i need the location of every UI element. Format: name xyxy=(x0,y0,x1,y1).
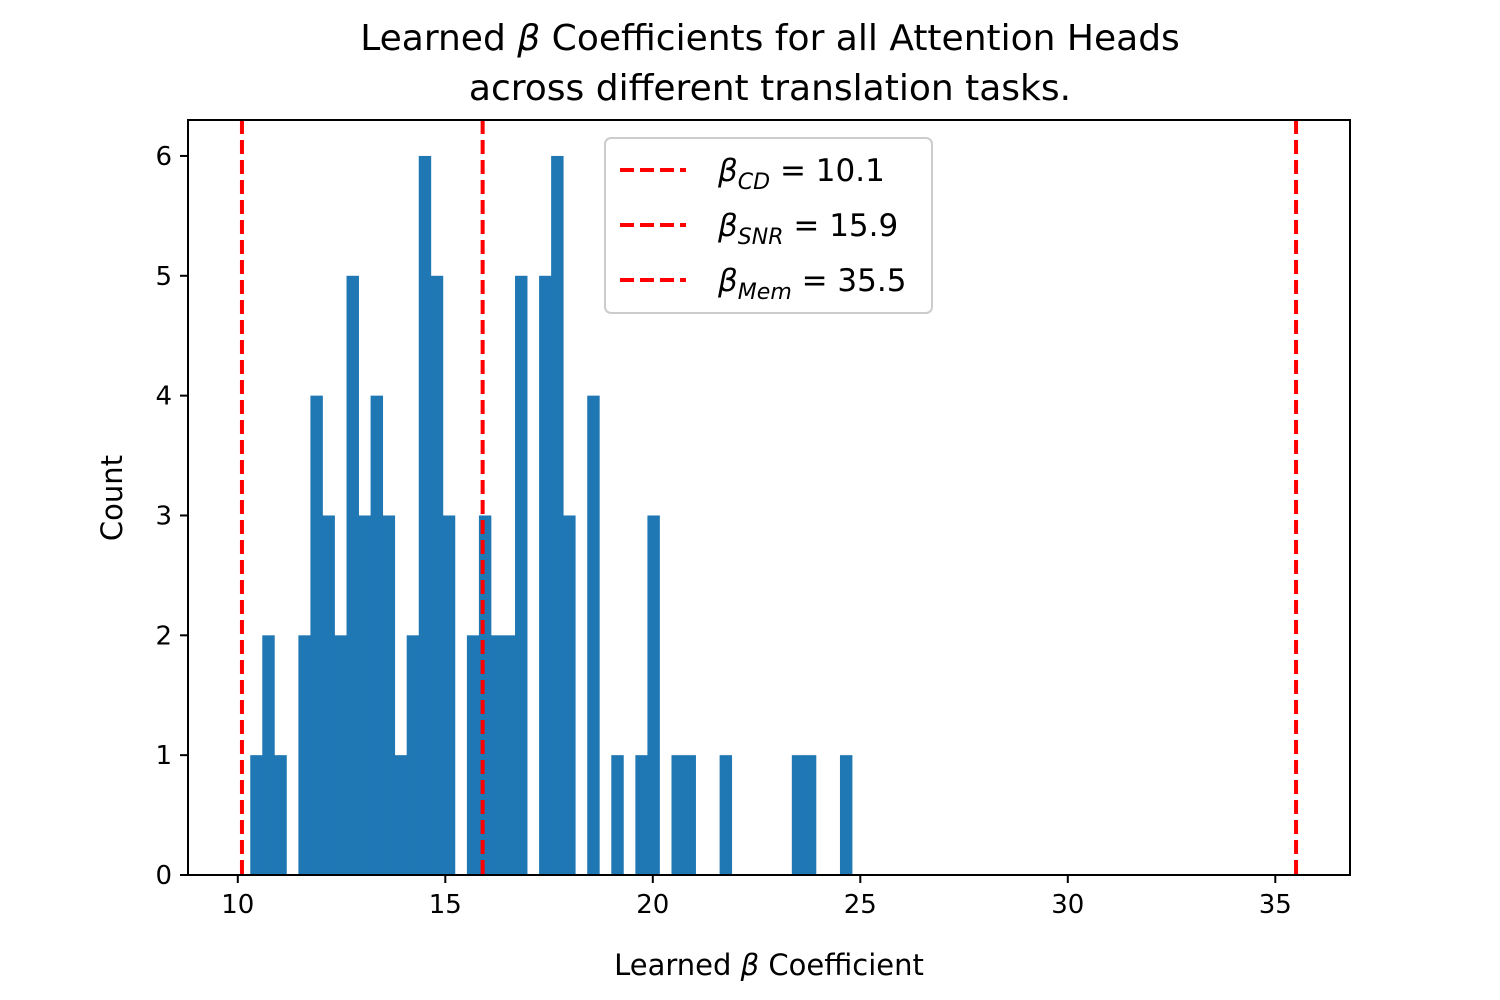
legend-value: = 35.5 xyxy=(792,263,907,299)
histogram-bar xyxy=(551,155,564,875)
histogram-bar xyxy=(394,755,408,875)
histogram-bar xyxy=(358,515,371,875)
histogram-bar xyxy=(310,395,323,875)
histogram-bar xyxy=(515,275,528,875)
histogram-bar xyxy=(502,635,516,875)
histogram-bar xyxy=(370,395,384,875)
histogram-bar xyxy=(539,275,552,875)
y-axis-ticks: 0 1 2 3 4 5 6 xyxy=(155,142,188,891)
histogram-bar xyxy=(298,635,311,875)
histogram-bar xyxy=(250,755,263,875)
legend-symbol: β xyxy=(717,263,738,299)
histogram-bar xyxy=(683,755,696,875)
histogram-bar xyxy=(803,755,817,875)
legend-value: = 15.9 xyxy=(784,208,899,244)
histogram-bar xyxy=(587,395,600,875)
histogram-bar xyxy=(322,515,335,875)
histogram-bar xyxy=(671,755,684,875)
y-tick-label: 2 xyxy=(155,621,172,651)
histogram-bar xyxy=(262,635,275,875)
histogram-bar xyxy=(611,755,624,875)
x-axis-ticks: 10 15 20 25 30 35 xyxy=(221,875,1292,920)
histogram-bar xyxy=(466,635,480,875)
histogram-bar xyxy=(647,515,660,875)
histogram-bars xyxy=(250,155,853,875)
legend-symbol: β xyxy=(717,208,738,244)
legend-subscript: CD xyxy=(738,170,770,195)
legend-symbol: β xyxy=(717,153,738,189)
y-tick-label: 3 xyxy=(155,501,172,531)
y-axis-label: Count xyxy=(95,455,129,541)
histogram-bar xyxy=(791,755,805,875)
histogram-bar xyxy=(274,755,287,875)
chart-title-line1: Learned β Coefficients for all Attention… xyxy=(360,18,1180,59)
histogram-bar xyxy=(490,635,504,875)
legend-value: = 10.1 xyxy=(770,153,885,189)
plot-area-frame xyxy=(187,119,1351,876)
x-tick-label: 10 xyxy=(221,890,254,920)
legend-box xyxy=(604,137,933,314)
x-tick-label: 15 xyxy=(429,890,462,920)
x-tick-label: 30 xyxy=(1051,890,1084,920)
histogram-bar xyxy=(334,635,347,875)
histogram-bar xyxy=(418,155,432,875)
y-tick-label: 1 xyxy=(155,741,172,771)
y-tick-label: 5 xyxy=(155,262,172,292)
legend-entry-label: βSNR = 15.9 xyxy=(717,208,898,250)
y-tick-label: 0 xyxy=(155,861,172,891)
histogram-bar xyxy=(382,515,396,875)
x-axis-label: Learned β Coefficient xyxy=(614,948,924,982)
legend-subscript: Mem xyxy=(738,280,792,305)
histogram-bar xyxy=(719,755,733,875)
histogram-bar xyxy=(406,635,420,875)
histogram-bar xyxy=(839,755,853,875)
reference-lines xyxy=(239,120,1299,875)
legend-entry-label: βCD = 10.1 xyxy=(717,153,885,195)
histogram-bar xyxy=(430,275,444,875)
histogram-bar xyxy=(346,275,359,875)
chart-title-line2: across different translation tasks. xyxy=(469,68,1071,109)
y-tick-label: 6 xyxy=(155,142,172,172)
histogram-bar xyxy=(563,515,576,875)
legend-subscript: SNR xyxy=(738,225,784,250)
x-tick-label: 20 xyxy=(636,890,669,920)
y-tick-label: 4 xyxy=(155,382,172,412)
histogram-bar xyxy=(442,515,456,875)
x-tick-label: 35 xyxy=(1259,890,1292,920)
histogram-bar xyxy=(635,755,648,875)
legend-entry-label: βMem = 35.5 xyxy=(717,263,906,305)
x-tick-label: 25 xyxy=(844,890,877,920)
